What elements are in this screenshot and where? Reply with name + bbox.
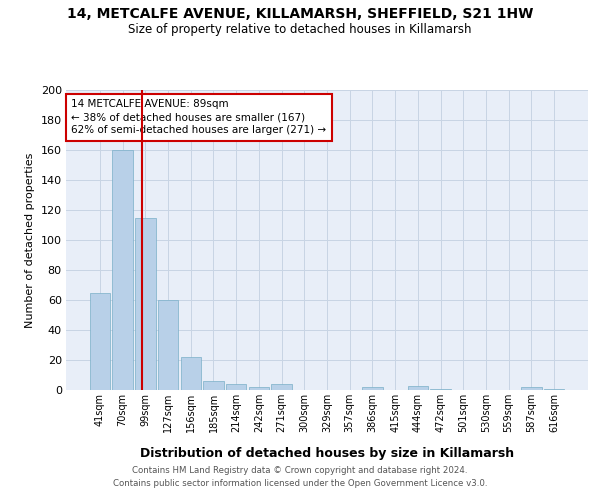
Text: 14, METCALFE AVENUE, KILLAMARSH, SHEFFIELD, S21 1HW: 14, METCALFE AVENUE, KILLAMARSH, SHEFFIE… xyxy=(67,8,533,22)
Bar xyxy=(158,300,178,390)
Text: 14 METCALFE AVENUE: 89sqm
← 38% of detached houses are smaller (167)
62% of semi: 14 METCALFE AVENUE: 89sqm ← 38% of detac… xyxy=(71,99,326,136)
Bar xyxy=(203,381,224,390)
Bar xyxy=(112,150,133,390)
Bar xyxy=(362,387,383,390)
Text: Contains HM Land Registry data © Crown copyright and database right 2024.
Contai: Contains HM Land Registry data © Crown c… xyxy=(113,466,487,487)
Bar xyxy=(90,292,110,390)
Y-axis label: Number of detached properties: Number of detached properties xyxy=(25,152,35,328)
Bar xyxy=(407,386,428,390)
Bar xyxy=(248,387,269,390)
Bar xyxy=(544,388,564,390)
Text: Size of property relative to detached houses in Killamarsh: Size of property relative to detached ho… xyxy=(128,22,472,36)
Bar xyxy=(135,218,155,390)
Bar xyxy=(181,357,201,390)
Bar xyxy=(521,387,542,390)
Bar xyxy=(271,384,292,390)
Bar xyxy=(430,388,451,390)
Text: Distribution of detached houses by size in Killamarsh: Distribution of detached houses by size … xyxy=(140,448,514,460)
Bar xyxy=(226,384,247,390)
